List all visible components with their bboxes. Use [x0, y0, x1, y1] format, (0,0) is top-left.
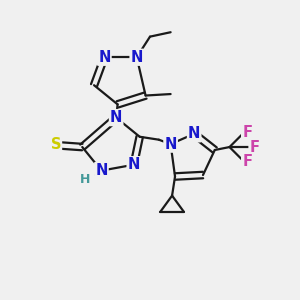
Text: F: F [250, 140, 260, 154]
Text: F: F [242, 125, 252, 140]
Text: N: N [95, 163, 108, 178]
Text: N: N [164, 136, 177, 152]
Text: N: N [98, 50, 110, 65]
Text: N: N [188, 126, 200, 141]
Text: N: N [130, 50, 143, 65]
Text: S: S [50, 136, 61, 152]
Text: F: F [242, 154, 252, 169]
Text: N: N [128, 157, 140, 172]
Text: H: H [80, 173, 90, 186]
Text: N: N [110, 110, 122, 125]
